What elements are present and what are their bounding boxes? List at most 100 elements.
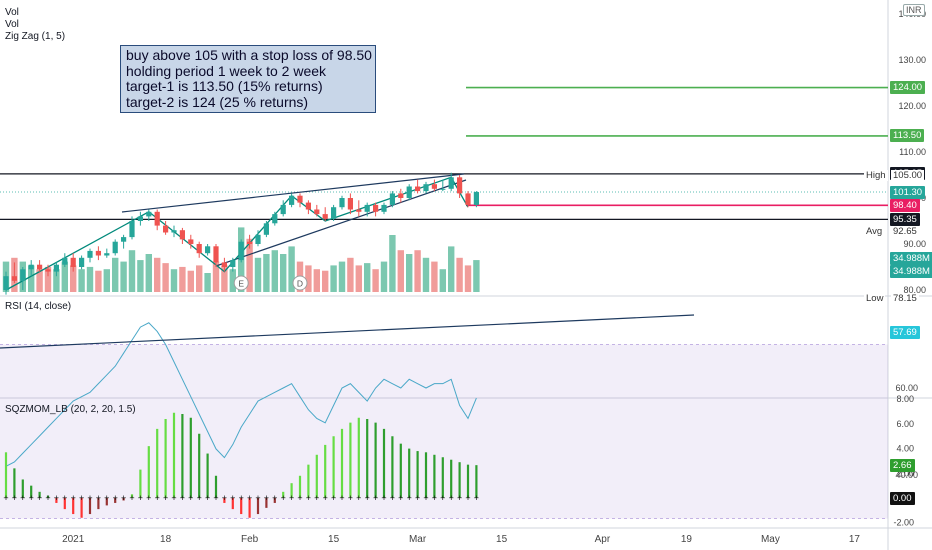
lower-trendline[interactable] — [215, 179, 467, 267]
candle-body[interactable] — [230, 260, 236, 267]
candle-body[interactable] — [305, 202, 311, 210]
candle-body[interactable] — [347, 198, 353, 210]
candle-body[interactable] — [473, 192, 479, 205]
candle-body[interactable] — [247, 241, 253, 244]
squeeze-cross: + — [171, 493, 176, 503]
legend-zigzag[interactable]: Zig Zag (1, 5) — [5, 31, 66, 42]
candle-body[interactable] — [398, 193, 404, 198]
candle-body[interactable] — [11, 276, 17, 281]
candle-body[interactable] — [62, 257, 68, 265]
candle-body[interactable] — [163, 225, 169, 233]
candle-body[interactable] — [263, 223, 269, 235]
legend-vol-2[interactable]: Vol — [5, 19, 19, 30]
volume-bar — [120, 261, 127, 292]
candle-body[interactable] — [297, 195, 303, 203]
candle-body[interactable] — [364, 204, 370, 212]
volume-bar — [397, 250, 404, 292]
candle-body[interactable] — [121, 237, 127, 242]
candle-body[interactable] — [440, 188, 446, 190]
candle-body[interactable] — [314, 209, 320, 215]
rsi-tick-label: 60.00 — [895, 383, 918, 393]
candle-body[interactable] — [70, 257, 76, 267]
price-tick-label: 130.00 — [898, 55, 926, 65]
volume-bar — [380, 261, 388, 292]
candle-body[interactable] — [331, 207, 337, 219]
candle-body[interactable] — [255, 234, 261, 244]
candle-body[interactable] — [171, 230, 177, 233]
volume-bar — [448, 246, 455, 292]
squeeze-cross: + — [3, 493, 8, 503]
candle-body[interactable] — [356, 209, 362, 212]
squeeze-cross: + — [331, 493, 336, 503]
price-tag: 101.30 — [890, 185, 926, 199]
legend-rsi[interactable]: RSI (14, close) — [5, 301, 72, 312]
candle-body[interactable] — [104, 253, 110, 256]
squeeze-cross: + — [230, 493, 235, 503]
candle-body[interactable] — [381, 204, 387, 212]
candle-body[interactable] — [465, 193, 471, 205]
candle-body[interactable] — [154, 211, 160, 226]
squeeze-cross: + — [20, 493, 25, 503]
candle-body[interactable] — [87, 250, 93, 258]
volume-bar — [204, 273, 211, 292]
candle-body[interactable] — [272, 214, 278, 224]
candle-body[interactable] — [289, 195, 295, 205]
volume-bar — [86, 266, 94, 292]
candle-body[interactable] — [95, 250, 101, 256]
candle-body[interactable] — [431, 184, 437, 189]
candle-body[interactable] — [53, 264, 59, 272]
time-tick-label: 15 — [328, 534, 340, 545]
squeeze-cross: + — [272, 493, 277, 503]
candle-body[interactable] — [280, 204, 286, 215]
volume-bar — [322, 270, 329, 292]
squeeze-cross: + — [373, 493, 378, 503]
volume-bar — [347, 257, 354, 292]
rsi-trendline[interactable] — [0, 314, 695, 349]
candle-body[interactable] — [221, 262, 227, 267]
candle-body[interactable] — [37, 264, 43, 270]
squeeze-cross: + — [457, 493, 462, 503]
candle-body[interactable] — [423, 184, 429, 192]
candle-body[interactable] — [79, 257, 85, 267]
candle-body[interactable] — [339, 198, 345, 208]
legend-vol-1[interactable]: Vol — [5, 7, 19, 18]
candle-body[interactable] — [213, 246, 219, 263]
trade-note[interactable]: buy above 105 with a stop loss of 98.50 … — [120, 45, 376, 113]
volume-bar — [53, 269, 60, 292]
candle-body[interactable] — [406, 186, 412, 199]
candle-body[interactable] — [457, 177, 463, 194]
candle-body[interactable] — [179, 230, 185, 240]
squeeze-cross: + — [423, 493, 428, 503]
candle-body[interactable] — [238, 241, 244, 261]
volume-bar — [112, 257, 119, 292]
squeeze-cross: + — [339, 493, 344, 503]
candle-body[interactable] — [415, 186, 421, 192]
volume-bar — [364, 263, 371, 292]
candle-body[interactable] — [112, 241, 118, 254]
candle-body[interactable] — [146, 211, 152, 217]
upper-trendline[interactable] — [121, 173, 465, 213]
candle-body[interactable] — [137, 216, 143, 221]
candle-body[interactable] — [45, 269, 51, 272]
candle-body[interactable] — [389, 193, 395, 205]
currency-badge[interactable]: INR — [903, 4, 925, 16]
candle-body[interactable] — [188, 239, 194, 244]
price-tag: 98.40 — [890, 198, 920, 212]
volume-bar — [389, 235, 396, 292]
candle-body[interactable] — [20, 269, 26, 281]
candle-body[interactable] — [129, 221, 135, 238]
candle-body[interactable] — [3, 276, 9, 290]
event-marker[interactable] — [292, 275, 308, 291]
squeeze-cross: + — [415, 493, 420, 503]
candle-body[interactable] — [373, 204, 379, 212]
squeeze-cross: + — [365, 493, 370, 503]
legend-sqzmom[interactable]: SQZMOM_LB (20, 2, 20, 1.5) — [5, 404, 136, 415]
candle-body[interactable] — [196, 244, 202, 254]
squeeze-cross: + — [146, 493, 151, 503]
event-marker[interactable] — [233, 275, 249, 291]
candle-body[interactable] — [205, 246, 211, 254]
candle-body[interactable] — [28, 264, 34, 270]
candle-body[interactable] — [448, 177, 454, 189]
candle-body[interactable] — [322, 214, 328, 219]
